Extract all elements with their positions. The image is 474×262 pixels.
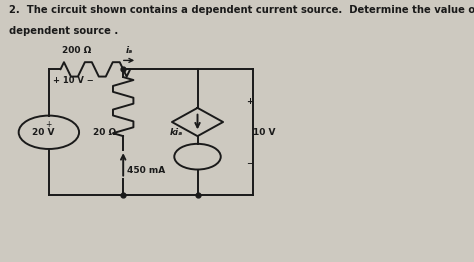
Text: kiₐ: kiₐ (170, 128, 183, 137)
Text: 450 mA: 450 mA (128, 166, 165, 175)
Text: 20 Ω: 20 Ω (93, 128, 116, 137)
Text: 200 Ω: 200 Ω (62, 46, 91, 54)
Text: 10 V: 10 V (253, 128, 275, 137)
Text: 20 V: 20 V (32, 128, 55, 137)
Text: +: + (46, 120, 52, 129)
Text: + 10 V −: + 10 V − (53, 77, 94, 85)
Text: −: − (246, 159, 254, 168)
Text: +: + (246, 97, 254, 106)
Text: 2.  The circuit shown contains a dependent current source.  Determine the value : 2. The circuit shown contains a dependen… (9, 5, 474, 15)
Text: dependent source .: dependent source . (9, 26, 119, 36)
Text: iₐ: iₐ (126, 46, 133, 54)
